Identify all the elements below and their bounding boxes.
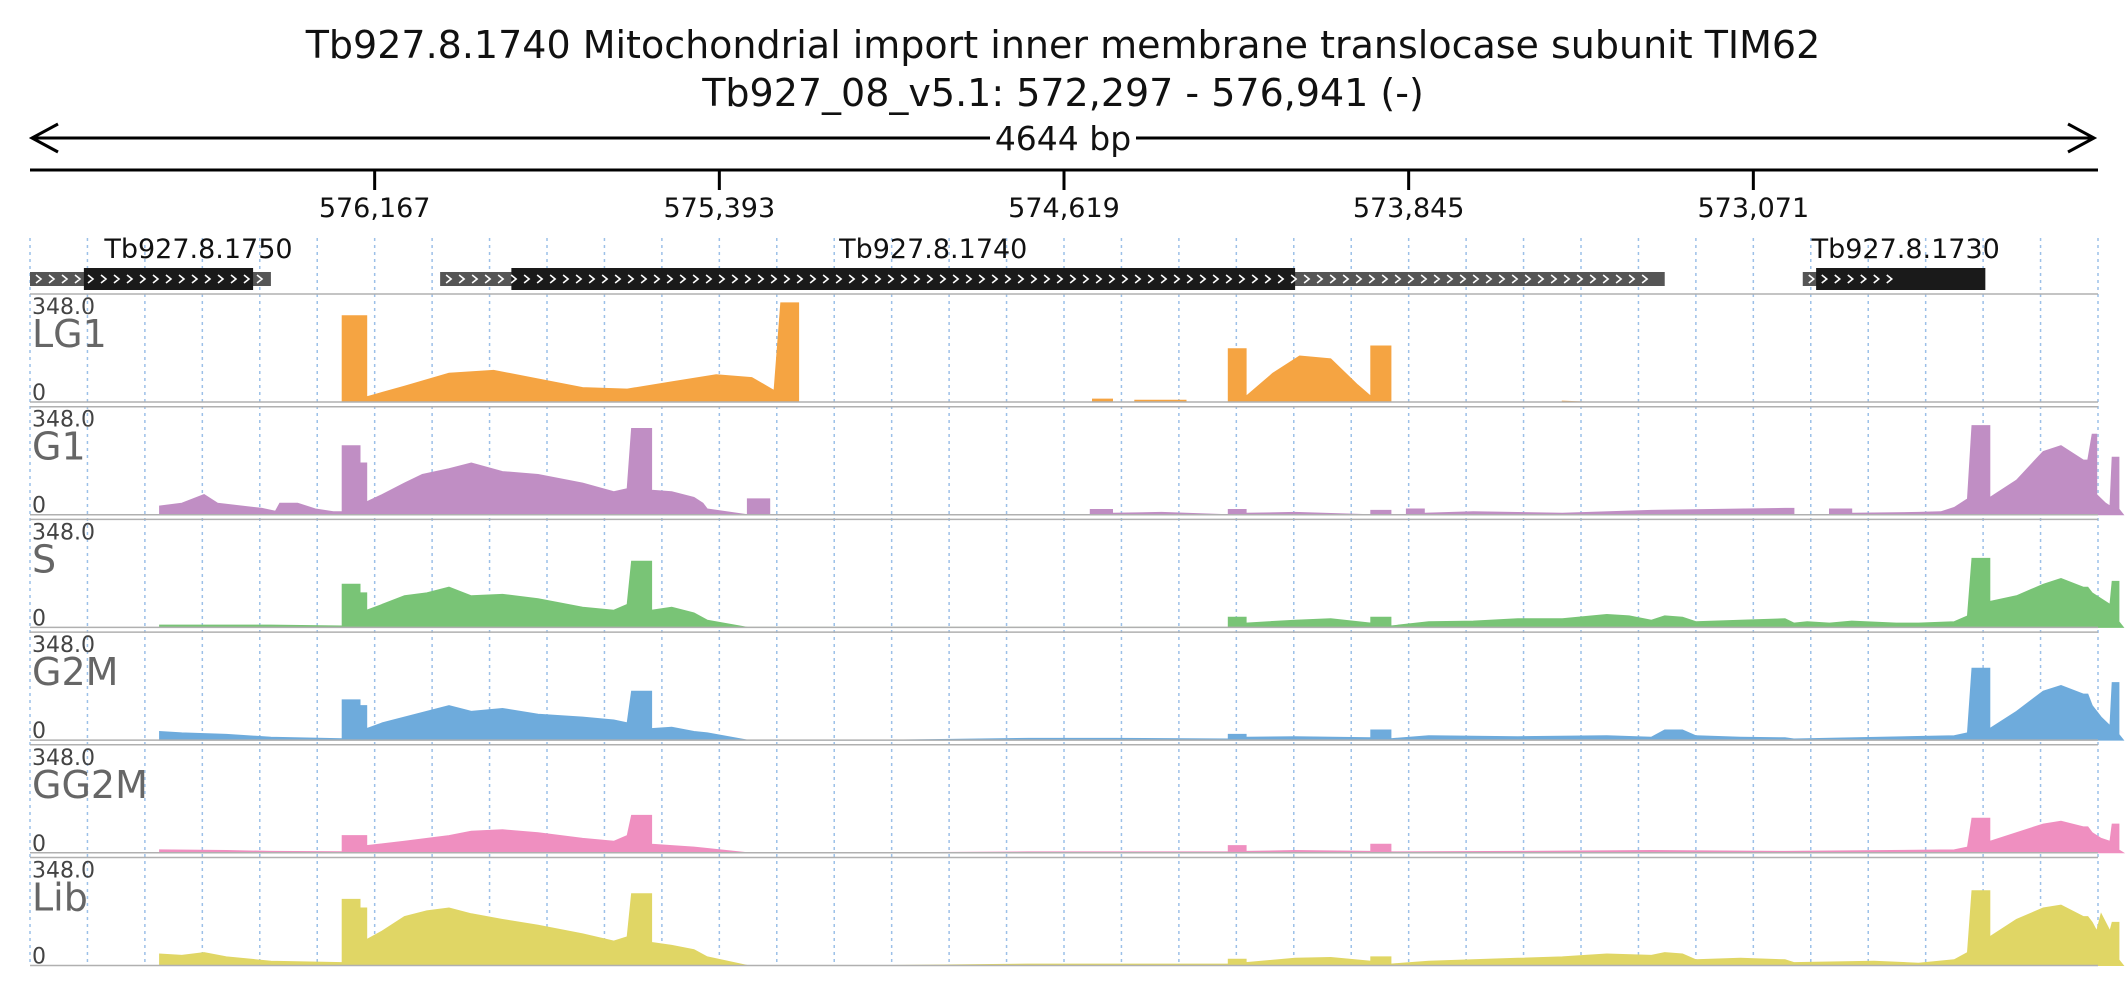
track-ymax-label: 348.0 bbox=[32, 520, 95, 545]
gene-model: Tb927.8.1740 bbox=[440, 234, 1665, 290]
track-ymax-label: 348.0 bbox=[32, 746, 95, 771]
gene-track: Tb927.8.1750 Tb927.8.1740 Tb927.8.1730 bbox=[30, 234, 2000, 290]
gridlines bbox=[29, 238, 2099, 962]
gene-cds bbox=[1816, 268, 1986, 290]
track-name-label: GG2M bbox=[32, 763, 148, 807]
track-name-label: G2M bbox=[32, 650, 118, 694]
gene-label: Tb927.8.1750 bbox=[103, 234, 292, 265]
figure-subtitle: Tb927_08_v5.1: 572,297 - 576,941 (-) bbox=[701, 71, 1424, 115]
track-ymax-label: 348.0 bbox=[32, 633, 95, 658]
track-ymax-label: 348.0 bbox=[32, 859, 95, 884]
track-ymin-label: 0 bbox=[32, 494, 46, 519]
track-ymin-label: 0 bbox=[32, 945, 46, 970]
tick-label: 573,845 bbox=[1353, 193, 1465, 224]
track-ymin-label: 0 bbox=[32, 606, 46, 631]
coverage-tracks: 348.0LG10348.0G10348.0S0348.0G2M0348.0GG… bbox=[30, 293, 2126, 970]
span-arrowhead-right bbox=[2067, 122, 2098, 154]
tick-label: 573,071 bbox=[1698, 193, 1810, 224]
coverage-area bbox=[159, 814, 2126, 854]
coverage-track: 348.0S 0 bbox=[30, 518, 2125, 631]
track-ymax-label: 348.0 bbox=[32, 295, 95, 320]
track-name-label: LG1 bbox=[32, 312, 107, 356]
track-ymin-label: 0 bbox=[32, 381, 46, 406]
coverage-area bbox=[159, 667, 2125, 741]
strand-chevrons bbox=[35, 274, 264, 284]
gene-label: Tb927.8.1730 bbox=[1811, 234, 2000, 265]
track-ymax-label: 348.0 bbox=[32, 408, 95, 433]
coverage-area bbox=[159, 557, 2125, 628]
track-ymin-label: 0 bbox=[32, 719, 46, 744]
coverage-area bbox=[159, 425, 2125, 516]
track-name-label: Lib bbox=[32, 876, 88, 920]
gene-label: Tb927.8.1740 bbox=[838, 234, 1027, 265]
tick-label: 575,393 bbox=[664, 193, 776, 224]
coordinate-ticks: 576,167 575,393 574,619 573,845 573,071 bbox=[319, 170, 1809, 224]
span-indicator: 4644 bp bbox=[28, 119, 2098, 158]
track-name-label: G1 bbox=[32, 425, 86, 469]
figure-title: Tb927.8.1740 Mitochondrial import inner … bbox=[305, 23, 1821, 67]
strand-chevrons bbox=[445, 274, 1649, 284]
gene-cds bbox=[511, 268, 1296, 290]
gene-cds bbox=[83, 268, 254, 290]
span-arrowhead-left bbox=[28, 122, 59, 154]
track-name-label: S bbox=[32, 537, 56, 581]
gene-model: Tb927.8.1730 bbox=[1802, 234, 2000, 290]
coverage-area bbox=[341, 302, 1585, 403]
tick-label: 576,167 bbox=[319, 193, 431, 224]
strand-chevrons bbox=[1808, 274, 1894, 284]
track-ymin-label: 0 bbox=[32, 832, 46, 857]
gene-model: Tb927.8.1750 bbox=[30, 234, 293, 290]
tick-label: 574,619 bbox=[1008, 193, 1120, 224]
coverage-track: 348.0G1 0 bbox=[30, 405, 2125, 519]
coverage-area bbox=[159, 890, 2125, 966]
span-label: 4644 bp bbox=[995, 119, 1131, 158]
